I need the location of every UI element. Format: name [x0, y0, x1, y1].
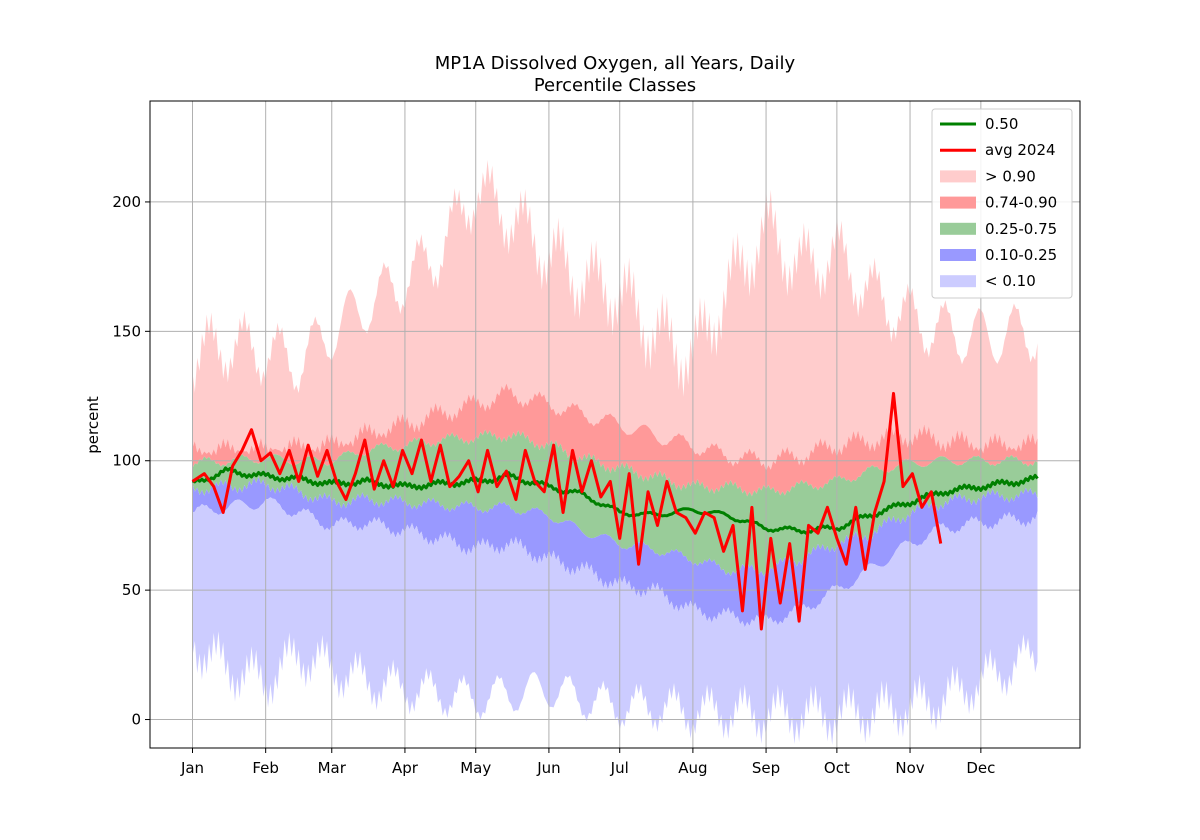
avg-2024-line — [191, 391, 943, 631]
x-tick-label-apr: Apr — [392, 759, 419, 777]
x-tick-label-jan: Jan — [180, 759, 204, 777]
y-tick-label: 150 — [112, 322, 141, 340]
x-tick-label-jul: Jul — [610, 759, 629, 777]
chart-title: MP1A Dissolved Oxygen, all Years, Daily — [435, 53, 796, 74]
legend-label: 0.50 — [985, 115, 1018, 133]
x-tick-label-nov: Nov — [895, 759, 924, 777]
x-tick-label-mar: Mar — [318, 759, 347, 777]
legend-swatch-patch — [940, 222, 976, 235]
plot-frame — [149, 100, 1081, 749]
legend-label: avg 2024 — [985, 141, 1056, 159]
x-tick-label-oct: Oct — [824, 759, 850, 777]
legend-label: 0.74-0.90 — [985, 194, 1057, 212]
band-above-0-90 — [192, 159, 1038, 472]
x-tick-label-aug: Aug — [678, 759, 707, 777]
legend-label: > 0.90 — [985, 167, 1036, 185]
legend-label: 0.25-0.75 — [985, 220, 1057, 238]
legend-swatch-patch — [940, 249, 976, 261]
x-tick-label-sep: Sep — [752, 759, 780, 777]
legend: 0.50 avg 2024 > 0.90 0.74-0.90 0.25-0.75 0.10… — [931, 108, 1073, 299]
x-tick-label-may: May — [460, 759, 491, 777]
y-tick-label: 50 — [122, 581, 141, 599]
x-axis-ticks: Jan Feb Mar Apr May Jun Jul Aug Sep Oct Nov Dec — [180, 748, 995, 777]
legend-swatch-patch — [940, 170, 976, 183]
legend-swatch-patch — [940, 275, 976, 288]
x-tick-label-feb: Feb — [252, 759, 279, 777]
legend-label: 0.10-0.25 — [985, 246, 1057, 264]
y-axis-ticks: 0 50 100 150 200 — [112, 193, 150, 729]
band-below-0-10 — [192, 497, 1038, 745]
x-tick-label-dec: Dec — [966, 759, 995, 777]
y-axis-label: percent — [84, 396, 102, 454]
legend-swatch-patch — [940, 196, 976, 209]
chart-subtitle: Percentile Classes — [534, 75, 696, 96]
y-tick-label: 100 — [112, 452, 141, 470]
y-tick-label: 0 — [131, 711, 141, 729]
legend-label: < 0.10 — [985, 272, 1036, 290]
y-tick-label: 200 — [112, 193, 141, 211]
band-0-74-0-90 — [192, 383, 1038, 497]
x-tick-label-jun: Jun — [536, 759, 560, 777]
series-lines — [191, 391, 1039, 631]
